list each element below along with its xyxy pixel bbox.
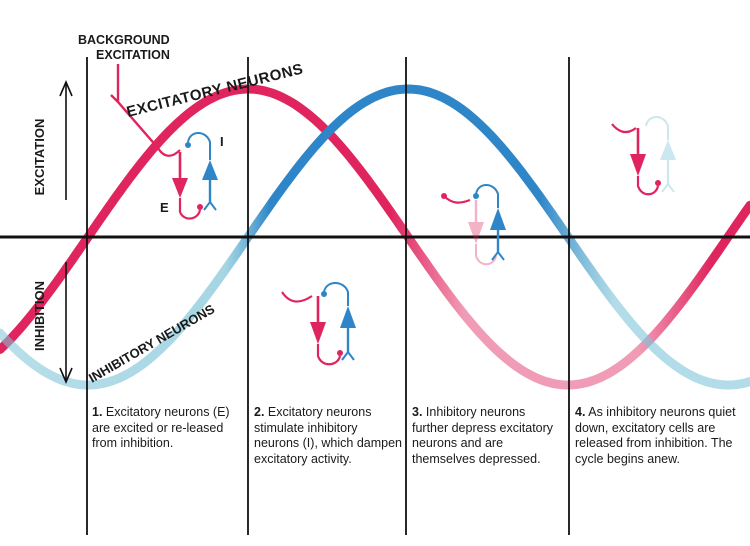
- neuron-pair-4: [611, 116, 676, 196]
- caption-panel-4: 4. As inhibitory neurons quiet down, exc…: [575, 405, 740, 467]
- caption-panel-2: 2. Excitatory neurons stimulate inhibito…: [254, 405, 402, 467]
- caption-panel-3: 3. Inhibitory neurons further depress ex…: [412, 405, 564, 467]
- caption-2-text: Excitatory neurons stimulate inhibitory …: [254, 405, 402, 466]
- caption-4-number: 4.: [575, 405, 586, 419]
- caption-3-text: Inhibitory neurons further depress excit…: [412, 405, 554, 466]
- inhibition-axis-label: INHIBITION: [32, 281, 47, 351]
- caption-3-number: 3.: [412, 405, 423, 419]
- background-excitation-label-2: EXCITATION: [96, 48, 170, 62]
- cell-i-label: I: [220, 134, 224, 149]
- neuron-pair-3: [441, 184, 506, 266]
- inhibitory-neuron-i: [202, 160, 218, 180]
- caption-1-text: Excitatory neurons (E) are excited or re…: [92, 405, 230, 450]
- inhibitory-wave: [0, 84, 750, 390]
- caption-1-number: 1.: [92, 405, 103, 419]
- inhibition-arrow: [59, 262, 73, 385]
- cell-e-label: E: [160, 200, 169, 215]
- inhibitory-neurons-label: INHIBITORY NEURONS: [86, 301, 217, 386]
- caption-panel-1: 1. Excitatory neurons (E) are excited or…: [92, 405, 244, 452]
- background-excitation-pointer: [110, 64, 159, 149]
- background-excitation-label: BACKGROUND: [78, 33, 170, 47]
- excitation-arrow: [59, 79, 73, 200]
- neuron-pair-2: [281, 282, 356, 366]
- excitatory-wave: [0, 84, 750, 390]
- excitatory-neuron-e: [172, 178, 188, 198]
- caption-4-text: As inhibitory neurons quiet down, excita…: [575, 405, 736, 466]
- neuron-pair-1: E I: [157, 132, 224, 220]
- excitation-axis-label: EXCITATION: [32, 119, 47, 196]
- caption-2-number: 2.: [254, 405, 265, 419]
